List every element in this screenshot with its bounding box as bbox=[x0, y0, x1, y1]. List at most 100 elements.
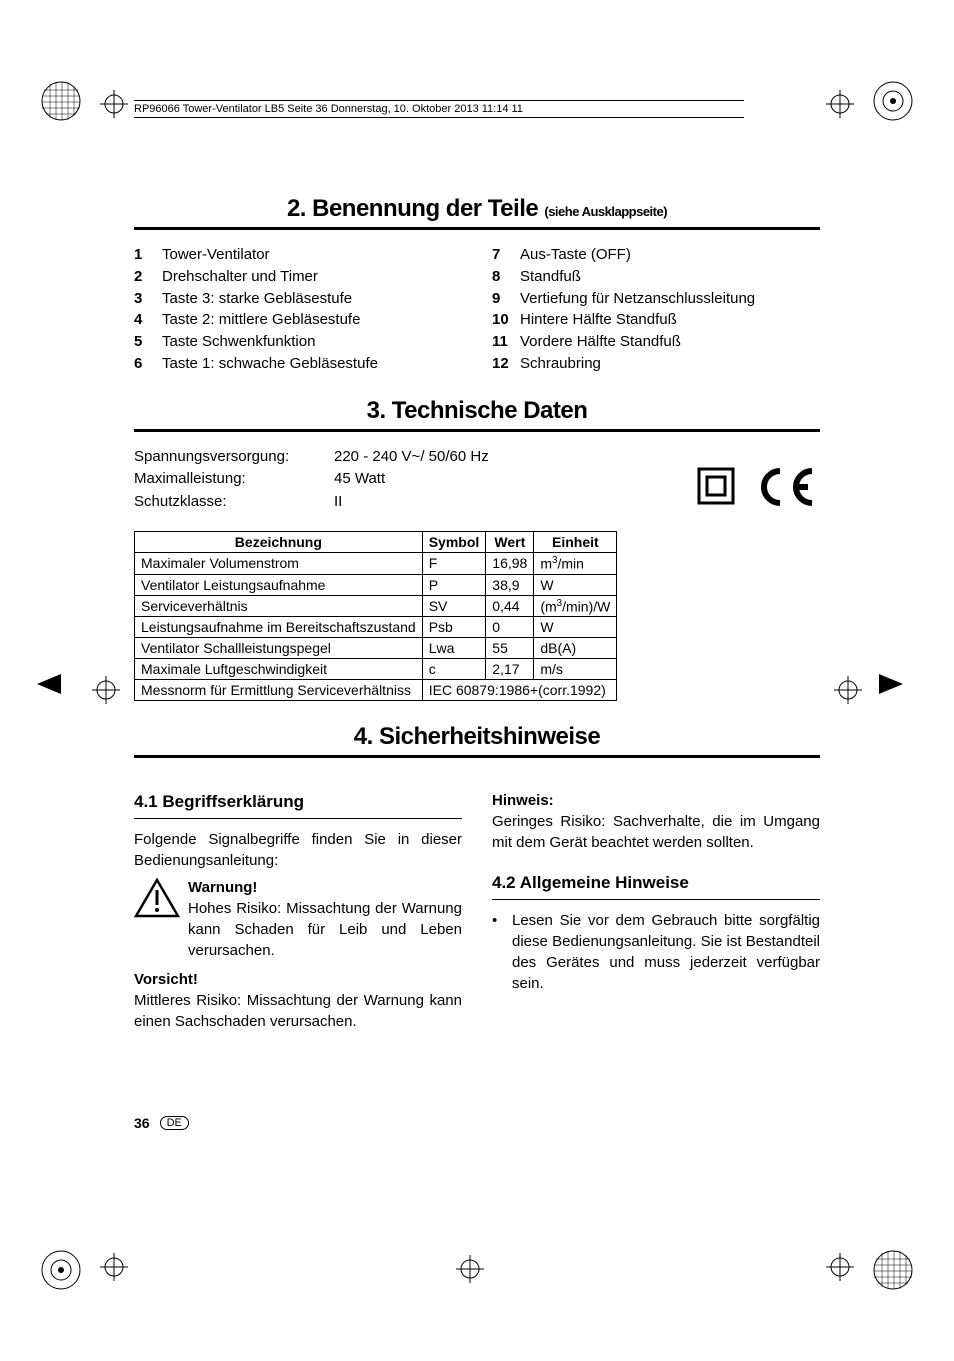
part-label: Tower-Ventilator bbox=[162, 244, 462, 266]
table-cell: W bbox=[534, 574, 617, 595]
part-label: Hintere Hälfte Standfuß bbox=[520, 309, 820, 331]
part-number: 7 bbox=[492, 244, 520, 266]
print-registration-mark bbox=[40, 80, 82, 122]
section-2-subtitle: (siehe Ausklappseite) bbox=[544, 204, 667, 219]
print-crosshair-mark bbox=[834, 676, 862, 704]
part-label: Taste 2: mittlere Gebläsestufe bbox=[162, 309, 462, 331]
section-2-heading: 2. Benennung der Teile (siehe Ausklappse… bbox=[134, 195, 820, 223]
print-edge-mark bbox=[35, 670, 77, 712]
parts-list-item: 4Taste 2: mittlere Gebläsestufe bbox=[134, 309, 462, 331]
compliance-marks bbox=[695, 463, 820, 507]
warning-icon bbox=[134, 877, 180, 961]
table-cell: W bbox=[534, 617, 617, 638]
table-cell: P bbox=[422, 574, 486, 595]
part-label: Vordere Hälfte Standfuß bbox=[520, 331, 820, 353]
part-label: Aus-Taste (OFF) bbox=[520, 244, 820, 266]
section-rule bbox=[134, 227, 820, 230]
print-edge-mark bbox=[456, 1255, 498, 1297]
print-crosshair-mark bbox=[100, 90, 128, 118]
page-footer: 36 DE bbox=[134, 1115, 189, 1131]
vorsicht-text: Mittleres Risiko: Missachtung der Warnun… bbox=[134, 990, 462, 1032]
part-number: 11 bbox=[492, 331, 520, 353]
table-cell: 0,44 bbox=[486, 595, 534, 617]
parts-list-item: 8Standfuß bbox=[492, 266, 820, 288]
table-cell: Maximale Luftgeschwindigkeit bbox=[135, 659, 423, 680]
hinweis-text: Geringes Risiko: Sachverhalte, die im Um… bbox=[492, 811, 820, 853]
parts-list-item: 2Drehschalter und Timer bbox=[134, 266, 462, 288]
table-cell: 0 bbox=[486, 617, 534, 638]
table-cell: 2,17 bbox=[486, 659, 534, 680]
table-cell: Maximaler Volumenstrom bbox=[135, 553, 423, 575]
subsection-4-1-heading: 4.1 Begriffserklärung bbox=[134, 790, 462, 814]
table-header: Symbol bbox=[422, 532, 486, 553]
section-4-heading: 4. Sicherheitshinweise bbox=[134, 723, 820, 751]
table-cell: IEC 60879:1986+(corr.1992) bbox=[422, 680, 617, 701]
spec-label: Schutzklasse: bbox=[134, 491, 334, 514]
part-number: 9 bbox=[492, 288, 520, 310]
table-cell: Psb bbox=[422, 617, 486, 638]
part-label: Taste 3: starke Gebläsestufe bbox=[162, 288, 462, 310]
table-cell: 16,98 bbox=[486, 553, 534, 575]
bullet-dot: • bbox=[492, 910, 502, 994]
parts-list-item: 10Hintere Hälfte Standfuß bbox=[492, 309, 820, 331]
table-row: Maximaler VolumenstromF16,98m3/min bbox=[135, 553, 617, 575]
spec-label: Spannungsversorgung: bbox=[134, 446, 334, 469]
warnung-label: Warnung! bbox=[188, 879, 257, 896]
sub41-intro: Folgende Signalbegriffe finden Sie in di… bbox=[134, 829, 462, 871]
table-row: Maximale Luftgeschwindigkeitc2,17m/s bbox=[135, 659, 617, 680]
table-header: Bezeichnung bbox=[135, 532, 423, 553]
hinweis-label: Hinweis: bbox=[492, 792, 554, 809]
part-number: 2 bbox=[134, 266, 162, 288]
parts-list-item: 12Schraubring bbox=[492, 353, 820, 375]
table-cell: Ventilator Schallleistungspegel bbox=[135, 638, 423, 659]
table-row: ServiceverhältnisSV0,44(m3/min)/W bbox=[135, 595, 617, 617]
print-crosshair-mark bbox=[92, 676, 120, 704]
print-registration-mark bbox=[872, 80, 914, 122]
vorsicht-label: Vorsicht! bbox=[134, 971, 198, 988]
class-ii-icon bbox=[695, 465, 737, 507]
print-crosshair-mark bbox=[826, 90, 854, 118]
table-row: Ventilator SchallleistungspegelLwa55dB(A… bbox=[135, 638, 617, 659]
parts-list: 1Tower-Ventilator2Drehschalter und Timer… bbox=[134, 244, 820, 375]
subsection-rule bbox=[492, 899, 820, 900]
part-label: Vertiefung für Netzanschlussleitung bbox=[520, 288, 820, 310]
table-cell: SV bbox=[422, 595, 486, 617]
table-cell: Messnorm für Ermittlung Serviceverhältni… bbox=[135, 680, 423, 701]
table-cell: c bbox=[422, 659, 486, 680]
part-number: 6 bbox=[134, 353, 162, 375]
page-number: 36 bbox=[134, 1115, 150, 1131]
print-crosshair-mark bbox=[826, 1253, 854, 1281]
part-number: 10 bbox=[492, 309, 520, 331]
part-number: 3 bbox=[134, 288, 162, 310]
parts-list-item: 5Taste Schwenkfunktion bbox=[134, 331, 462, 353]
part-number: 12 bbox=[492, 353, 520, 375]
parts-list-item: 11Vordere Hälfte Standfuß bbox=[492, 331, 820, 353]
parts-list-item: 1Tower-Ventilator bbox=[134, 244, 462, 266]
parts-list-item: 9Vertiefung für Netzanschlussleitung bbox=[492, 288, 820, 310]
ce-mark-icon bbox=[754, 465, 820, 507]
table-cell: F bbox=[422, 553, 486, 575]
part-label: Taste 1: schwache Gebläsestufe bbox=[162, 353, 462, 375]
subsection-rule bbox=[134, 818, 462, 819]
print-crosshair-mark bbox=[100, 1253, 128, 1281]
section-2-title: 2. Benennung der Teile bbox=[287, 195, 538, 222]
part-label: Drehschalter und Timer bbox=[162, 266, 462, 288]
part-number: 4 bbox=[134, 309, 162, 331]
table-header: Wert bbox=[486, 532, 534, 553]
spec-label: Maximalleistung: bbox=[134, 468, 334, 491]
table-cell: (m3/min)/W bbox=[534, 595, 617, 617]
table-row: Messnorm für Ermittlung Serviceverhältni… bbox=[135, 680, 617, 701]
parts-list-item: 7Aus-Taste (OFF) bbox=[492, 244, 820, 266]
part-number: 1 bbox=[134, 244, 162, 266]
table-cell: dB(A) bbox=[534, 638, 617, 659]
table-cell: m/s bbox=[534, 659, 617, 680]
part-label: Schraubring bbox=[520, 353, 820, 375]
section-rule bbox=[134, 429, 820, 432]
part-number: 8 bbox=[492, 266, 520, 288]
table-cell: 55 bbox=[486, 638, 534, 659]
table-cell: Leistungsaufnahme im Bereitschaftszustan… bbox=[135, 617, 423, 638]
technical-data-table: BezeichnungSymbolWertEinheitMaximaler Vo… bbox=[134, 531, 617, 701]
parts-list-item: 3Taste 3: starke Gebläsestufe bbox=[134, 288, 462, 310]
subsection-4-2-heading: 4.2 Allgemeine Hinweise bbox=[492, 871, 820, 895]
print-edge-mark bbox=[877, 670, 919, 712]
